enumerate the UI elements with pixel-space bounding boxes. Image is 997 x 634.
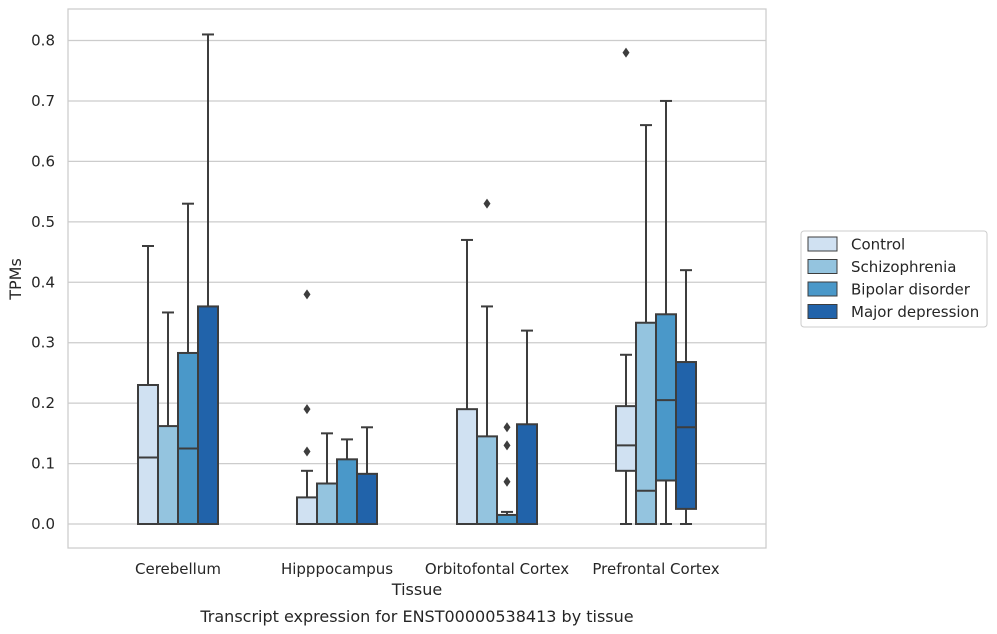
- box-body: [516, 423, 538, 526]
- outlier-point: [503, 476, 511, 487]
- legend-label: Bipolar disorder: [851, 281, 971, 299]
- box-body: [635, 321, 657, 526]
- box-body: [496, 513, 518, 526]
- box-2-2: [496, 422, 518, 526]
- x-axis-title: Tissue: [391, 580, 442, 599]
- y-axis-title: TPMs: [6, 258, 25, 301]
- outlier-point: [303, 289, 311, 300]
- box-body: [476, 435, 498, 526]
- y-tick-label: 0.8: [31, 32, 55, 50]
- box-3-1: [635, 124, 657, 526]
- outlier-point: [303, 446, 311, 457]
- y-tick-label: 0.2: [31, 394, 55, 412]
- legend-label: Control: [851, 236, 905, 254]
- box-body: [137, 383, 159, 525]
- y-tick-label: 0.1: [31, 455, 55, 473]
- box-body: [615, 405, 637, 472]
- y-tick-label: 0.0: [31, 515, 55, 533]
- box-0-2: [177, 202, 199, 526]
- box-body: [675, 361, 697, 510]
- box-body: [655, 313, 677, 482]
- outlier-point: [483, 198, 491, 209]
- x-tick-labels: Cerebellum Hipppocampus Orbitofontal Corte…: [135, 560, 720, 578]
- box-body: [157, 425, 179, 525]
- legend-swatch: [807, 304, 838, 319]
- legend-label: Major depression: [851, 303, 979, 321]
- box-body: [336, 458, 358, 525]
- y-tick-label: 0.4: [31, 273, 55, 291]
- box-1-2: [336, 438, 358, 525]
- y-tick-label: 0.6: [31, 152, 55, 170]
- legend-swatch: [807, 236, 838, 252]
- box-1-3: [356, 426, 378, 526]
- box-0-1: [157, 311, 179, 525]
- outlier-point: [503, 422, 511, 433]
- x-tick-label: Prefrontal Cortex: [592, 560, 719, 578]
- box-body: [356, 472, 378, 526]
- box-3-3: [675, 269, 697, 525]
- boxes: [137, 33, 697, 526]
- box-body: [296, 496, 318, 526]
- outlier-point: [503, 440, 511, 451]
- x-tick-label: Hipppocampus: [281, 560, 393, 578]
- box-1-0: [296, 289, 318, 526]
- box-2-0: [456, 238, 478, 526]
- outlier-point: [622, 47, 630, 58]
- outlier-point: [303, 404, 311, 415]
- box-1-1: [316, 432, 338, 525]
- box-2-3: [516, 329, 538, 526]
- legend: Control Schizophrenia Bipolar disorder Majo…: [800, 230, 988, 328]
- y-tick-label: 0.3: [31, 334, 55, 352]
- legend-swatch: [807, 259, 838, 274]
- x-tick-label: Cerebellum: [135, 560, 221, 578]
- legend-frame: [800, 230, 988, 328]
- box-0-0: [137, 244, 159, 525]
- legend-items: Control Schizophrenia Bipolar disorder Majo…: [807, 236, 979, 321]
- box-0-3: [197, 33, 219, 525]
- plot-frame: [67, 8, 767, 549]
- box-body: [316, 482, 338, 525]
- chart-caption: Transcript expression for ENST0000053841…: [199, 607, 633, 626]
- box-body: [177, 351, 199, 526]
- y-tick-label: 0.7: [31, 92, 55, 110]
- legend-label: Schizophrenia: [851, 258, 956, 276]
- y-tick-labels: 0.0 0.1 0.2 0.3 0.4 0.5 0.6 0.7 0.8: [31, 32, 55, 534]
- box-3-0: [615, 47, 637, 525]
- box-3-2: [655, 99, 677, 525]
- legend-swatch: [807, 281, 838, 297]
- box-body: [197, 305, 219, 525]
- box-2-1: [476, 198, 498, 526]
- box-body: [456, 408, 478, 526]
- x-tick-label: Orbitofontal Cortex: [425, 560, 569, 578]
- y-tick-label: 0.5: [31, 213, 55, 231]
